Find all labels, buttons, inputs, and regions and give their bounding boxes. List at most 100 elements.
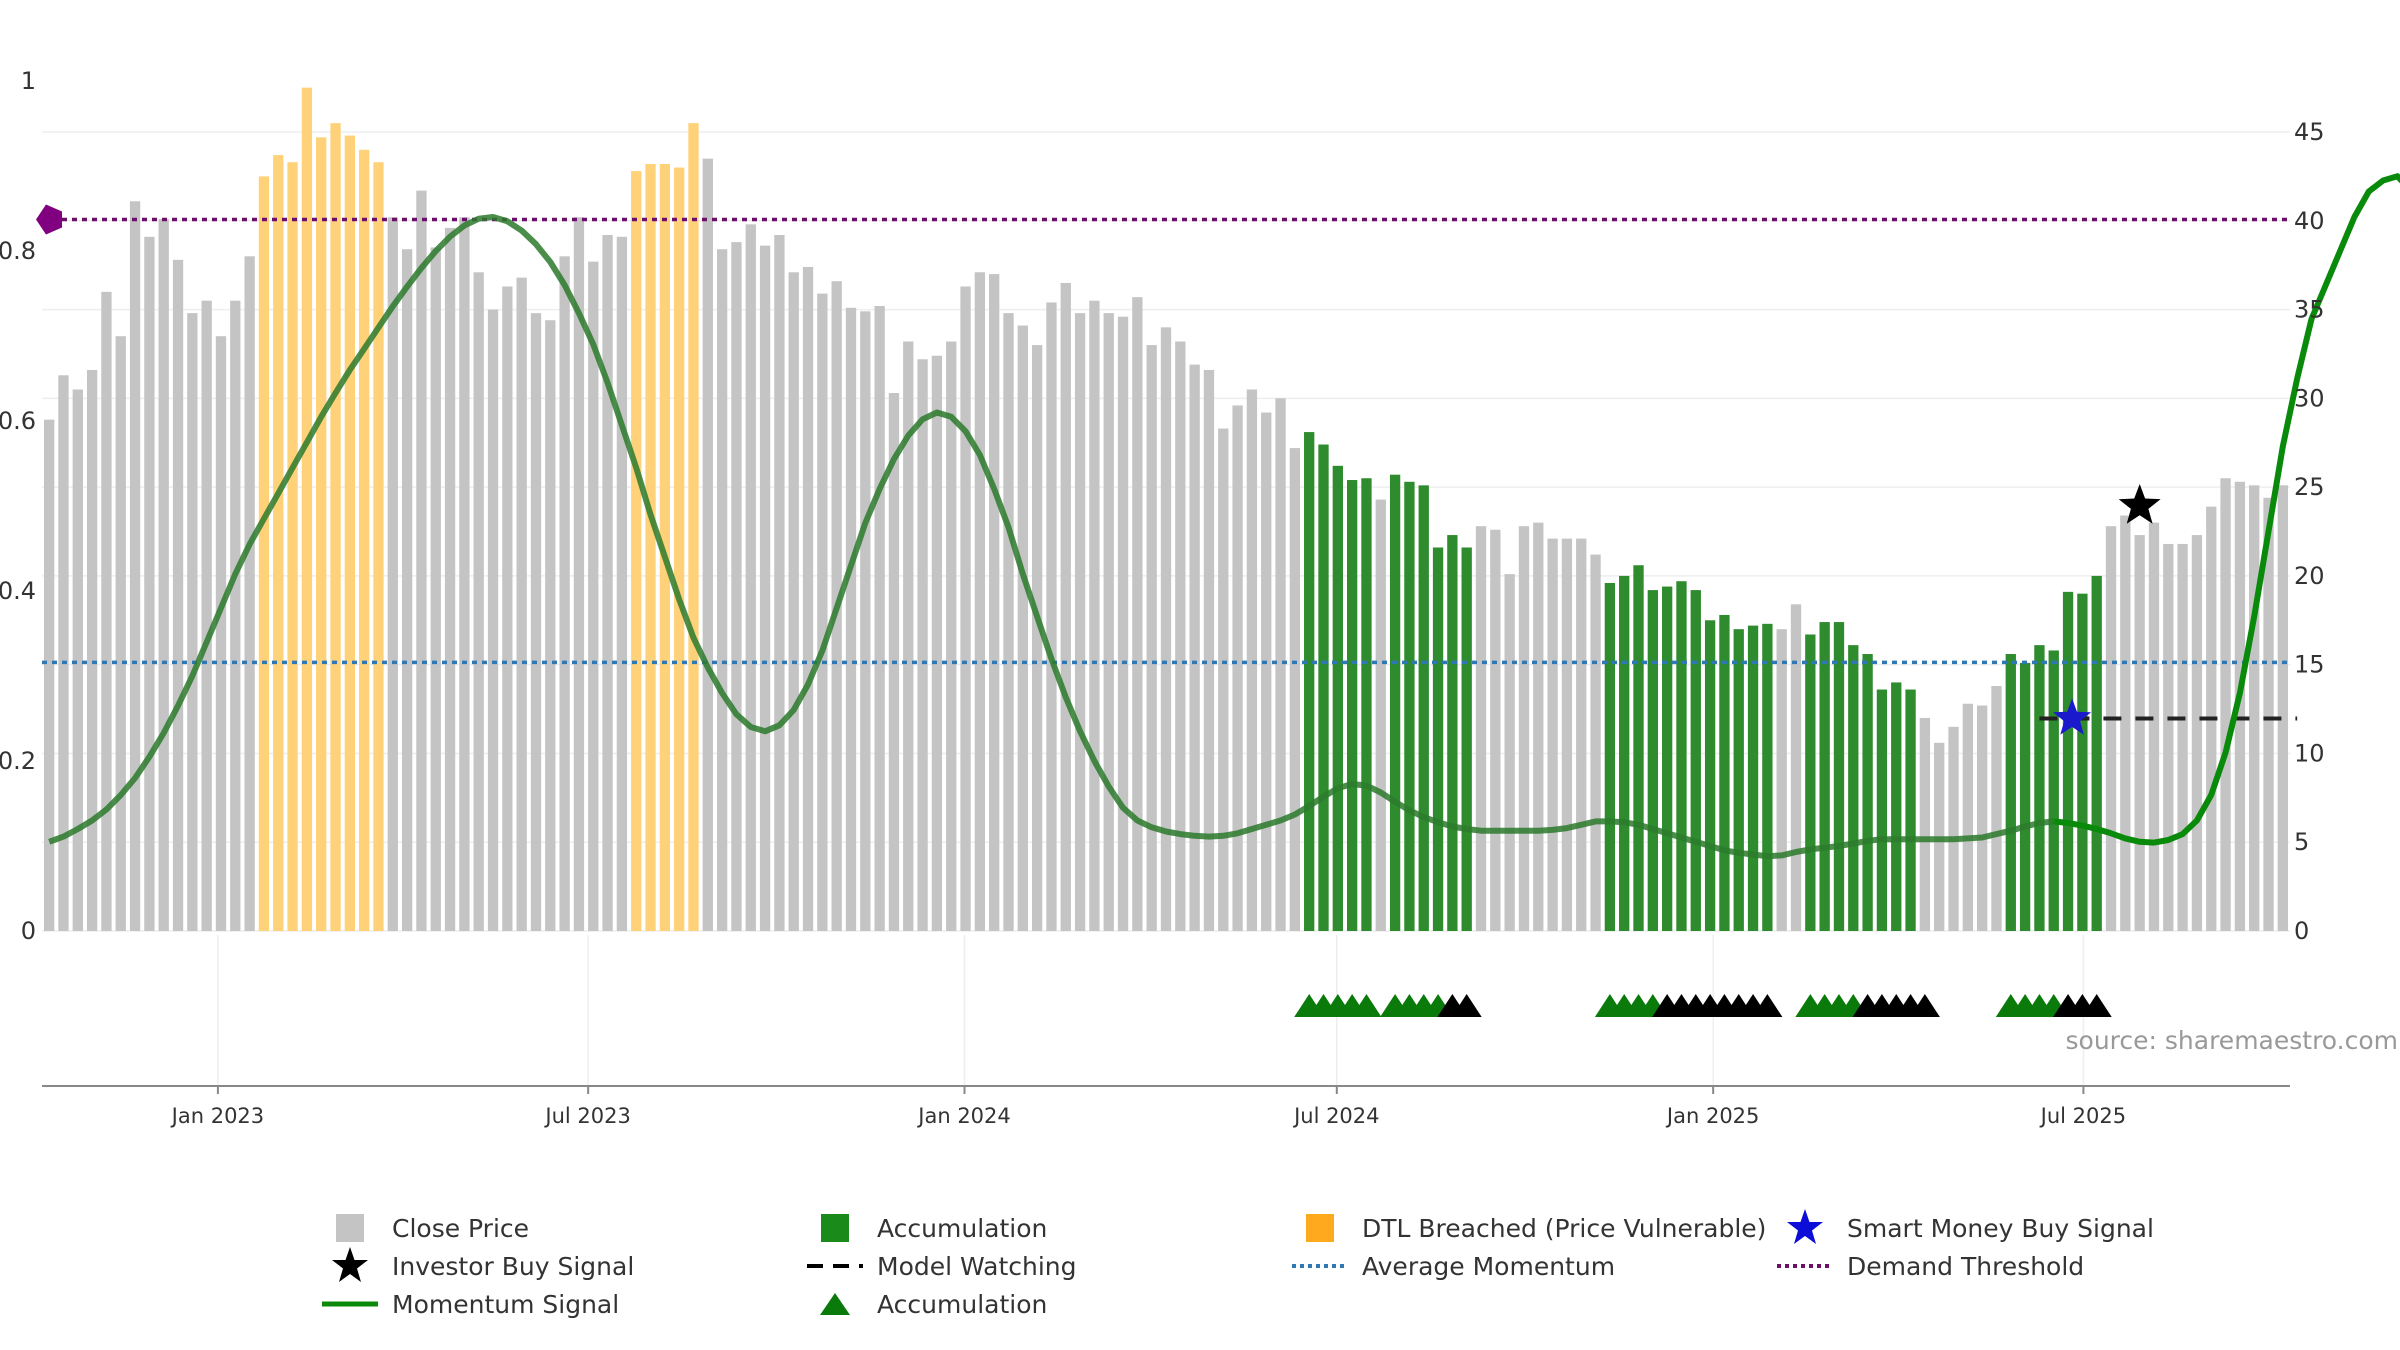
close-price-bar [1518, 526, 1530, 931]
legend-item-accumulation: Accumulation [805, 1210, 1047, 1246]
demand-threshold-marker [36, 204, 62, 235]
close-price-bar [387, 217, 398, 932]
legend-label: Accumulation [877, 1213, 1048, 1243]
accumulation-bar [1404, 481, 1415, 931]
close-price-bar [2120, 515, 2131, 931]
close-price-bar [1289, 448, 1301, 931]
close-price-bar [2163, 543, 2174, 931]
close-price-bar [1919, 717, 1931, 931]
dashed-line-icon [805, 1248, 865, 1284]
accumulation-bar [2048, 650, 2059, 931]
close-price-bar [817, 293, 828, 932]
accumulation-bar [2077, 593, 2088, 931]
close-price-bar [1475, 526, 1487, 931]
close-price-bar [946, 341, 957, 931]
close-price-bar [2220, 478, 2231, 931]
close-price-bar [989, 274, 1000, 931]
close-price-bar [802, 266, 814, 931]
accumulation-bar [1805, 634, 1816, 931]
accumulation-bar [2062, 591, 2074, 931]
close-price-bar [1103, 313, 1114, 931]
legend-label: Close Price [392, 1213, 530, 1243]
x-tick-label: Jan 2024 [916, 1104, 1011, 1128]
accumulation-triangle [1752, 994, 1783, 1017]
legend-label: Momentum Signal [392, 1289, 620, 1319]
legend-item-model-watching: Model Watching [805, 1248, 1077, 1284]
right-axis-tick-label: 15 [2294, 651, 2325, 679]
legend-label: Average Momentum [1362, 1251, 1616, 1281]
accumulation-bar [1318, 444, 1329, 931]
close-price-bar [459, 217, 470, 932]
accumulation-triangle [1451, 994, 1482, 1017]
close-price-bar [516, 277, 527, 931]
accumulation-bar [1833, 622, 1845, 931]
close-price-bar [502, 286, 513, 931]
dtl-breached-bar [688, 123, 699, 931]
x-tick-label: Jan 2023 [170, 1104, 265, 1128]
accumulation-bar [1719, 614, 1730, 931]
close-price-bar [230, 300, 241, 932]
close-price-bar [1976, 705, 1988, 931]
dtl-breached-bar [258, 176, 270, 932]
close-price-bar [960, 286, 971, 931]
right-axis-tick-label: 20 [2294, 562, 2325, 590]
orange-square-icon [1290, 1210, 1350, 1246]
close-price-bar [1561, 538, 1573, 931]
close-price-bar [2263, 497, 2274, 931]
close-price-bar [1060, 282, 1071, 931]
close-price-bar [917, 359, 928, 931]
close-price-bar [1117, 316, 1129, 931]
blue-star-icon [1775, 1209, 1835, 1246]
left-axis-tick-label: 0.2 [0, 747, 36, 775]
right-axis-tick-label: 25 [2294, 473, 2325, 501]
accumulation-bar [1389, 474, 1401, 931]
left-axis-tick-label: 0.4 [0, 577, 36, 605]
accumulation-bar [1461, 547, 1472, 931]
accumulation-bar [1690, 590, 1701, 931]
gray-square-icon [320, 1210, 380, 1246]
accumulation-bar [1647, 590, 1658, 931]
close-price-bar [702, 158, 713, 931]
left-axis-tick-label: 0 [21, 917, 36, 945]
close-price-bar [1046, 302, 1057, 932]
close-price-bar [774, 235, 785, 931]
close-price-bar [1074, 313, 1086, 931]
legend: Close Price Accumulation DTL Breached (P… [320, 1209, 2220, 1340]
green-triangle-icon [805, 1286, 865, 1322]
legend-item-momentum-signal: Momentum Signal [320, 1286, 619, 1322]
close-price-bar [1948, 726, 1959, 931]
accumulation-bar [2005, 654, 2016, 931]
accumulation-bar [1346, 480, 1358, 931]
legend-label: Accumulation [877, 1289, 1048, 1319]
close-price-bar [215, 336, 227, 931]
dtl-breached-bar [631, 171, 642, 931]
accumulation-bar [1432, 547, 1444, 931]
momentum-signal-line [48, 214, 2055, 860]
accumulation-bar [1891, 682, 1902, 931]
close-price-bar [1232, 405, 1243, 931]
close-price-bar [2234, 481, 2246, 931]
right-axis-tick-label: 0 [2294, 917, 2309, 945]
close-price-bar [2177, 543, 2188, 931]
momentum-signal-line-recent [2053, 173, 2400, 846]
accumulation-bar [1876, 689, 1888, 931]
close-price-bar [2277, 485, 2288, 931]
dtl-breached-bar [330, 123, 341, 931]
x-tick-label: Jul 2023 [543, 1104, 630, 1128]
purple-dotted-line-icon [1775, 1248, 1835, 1284]
accumulation-bar [1619, 575, 1630, 931]
accumulation-bar [1747, 625, 1759, 931]
accumulation-bar [1819, 622, 1830, 931]
accumulation-bar [1361, 478, 1372, 931]
close-price-bar [1261, 412, 1272, 931]
close-price-bar [1275, 398, 1286, 931]
close-price-bar [1533, 522, 1544, 931]
legend-label: DTL Breached (Price Vulnerable) [1362, 1213, 1767, 1243]
close-price-bar [1962, 703, 1973, 931]
close-price-bar [573, 217, 585, 932]
accumulation-bar [1447, 535, 1458, 931]
x-tick-label: Jan 2025 [1665, 1104, 1760, 1128]
right-axis-tick-label: 30 [2294, 384, 2325, 412]
accumulation-bar [1304, 432, 1315, 931]
